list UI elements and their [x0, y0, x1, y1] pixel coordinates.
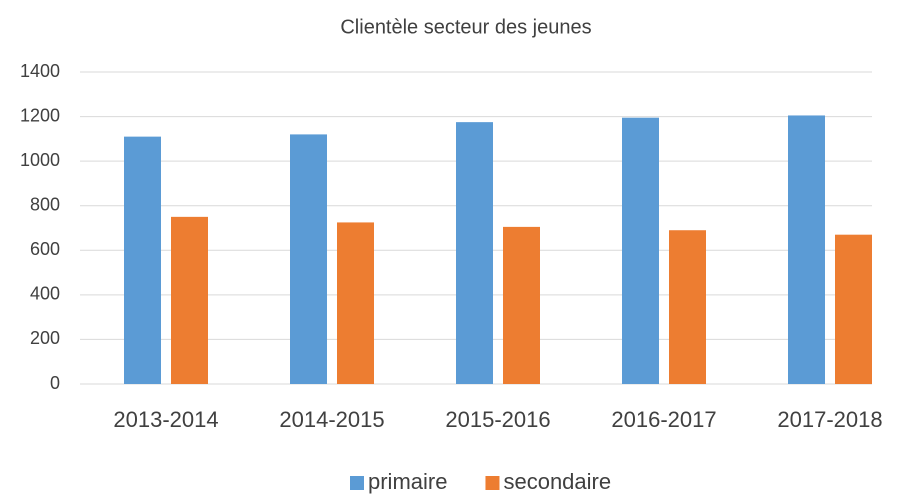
y-tick-label: 800	[30, 194, 60, 214]
y-tick-label: 1200	[20, 105, 60, 125]
bar	[835, 234, 872, 384]
chart-title: Clientèle secteur des jeunes	[340, 16, 591, 38]
legend-swatch	[485, 476, 500, 490]
legend-label: primaire	[368, 469, 447, 494]
x-tick-label: 2013-2014	[113, 407, 218, 432]
bar	[788, 115, 825, 384]
y-tick-label: 600	[30, 239, 60, 259]
legend-label: secondaire	[503, 469, 611, 494]
x-tick-label: 2014-2015	[279, 407, 384, 432]
y-tick-label: 400	[30, 284, 60, 304]
x-tick-label: 2017-2018	[777, 407, 882, 432]
legend-swatch	[350, 476, 364, 490]
y-tick-label: 200	[30, 328, 60, 348]
bar	[669, 230, 706, 384]
bar	[622, 117, 659, 384]
y-tick-label: 1000	[20, 150, 60, 170]
bar	[171, 216, 208, 384]
y-tick-label: 1400	[20, 61, 60, 81]
bar	[290, 134, 327, 384]
x-tick-label: 2016-2017	[611, 407, 716, 432]
x-tick-label: 2015-2016	[445, 407, 550, 432]
bar	[124, 136, 161, 384]
bar	[456, 122, 493, 385]
y-tick-label: 0	[50, 373, 60, 393]
bar	[503, 226, 540, 384]
bar	[337, 222, 374, 384]
